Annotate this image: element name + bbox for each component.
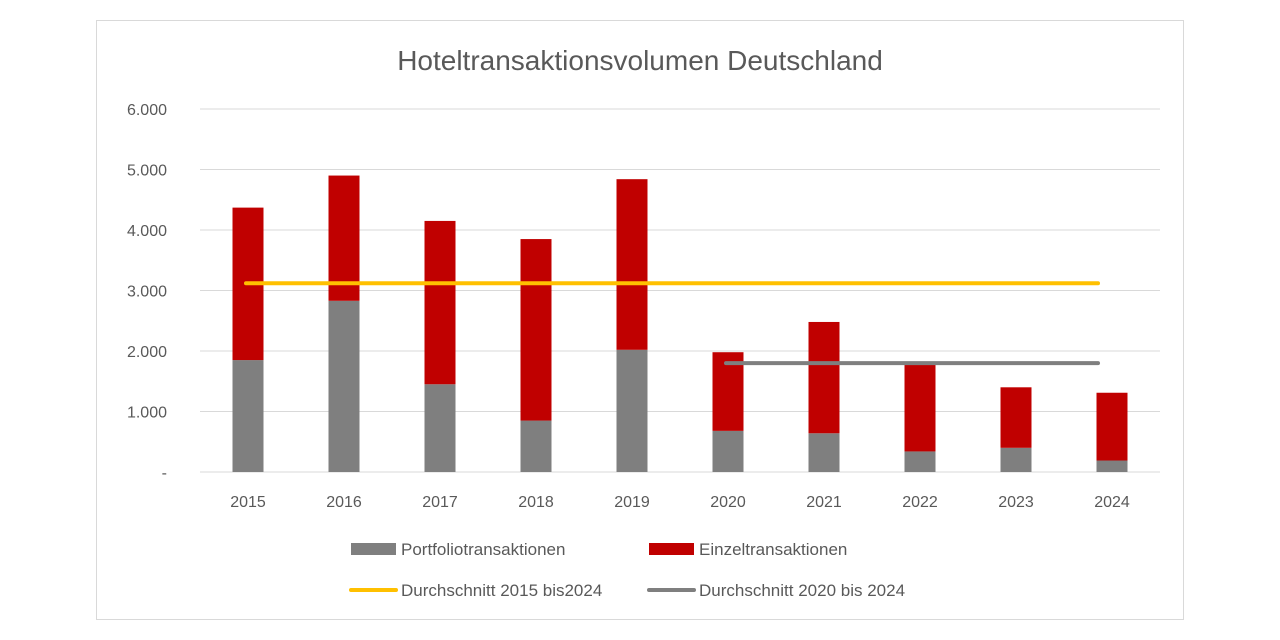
y-tick-label: - — [162, 465, 167, 482]
y-tick-label: 2.000 — [127, 344, 167, 361]
x-tick-label: 2022 — [902, 494, 938, 511]
bar-portfolio-2023 — [1000, 447, 1032, 472]
bar-einzel-2021 — [808, 321, 840, 434]
x-tick-label: 2024 — [1094, 494, 1130, 511]
bar-portfolio-2024 — [1096, 460, 1128, 472]
bar-einzel-2017 — [424, 220, 456, 385]
bar-portfolio-2021 — [808, 433, 840, 472]
x-tick-label: 2016 — [326, 494, 362, 511]
bar-einzel-2022 — [904, 363, 936, 452]
x-tick-label: 2019 — [614, 494, 650, 511]
x-axis-ticks: 2015 2016 2017 2018 2019 2020 2021 2022 2023 2024 — [230, 494, 1130, 511]
bar-portfolio-2020 — [712, 430, 744, 472]
y-tick-label: 1.000 — [127, 405, 167, 422]
legend: Portfoliotransaktionen Einzeltransaktione… — [349, 540, 905, 600]
bar-portfolio-2015 — [232, 360, 264, 472]
legend-label-portfolio: Portfoliotransaktionen — [401, 540, 565, 559]
chart-frame: Hoteltransaktionsvolumen Deutschland - 1.… — [96, 20, 1184, 620]
legend-label-avg-2020-2024: Durchschnitt 2020 bis 2024 — [699, 581, 905, 600]
bar-portfolio-2017 — [424, 384, 456, 472]
x-tick-label: 2017 — [422, 494, 458, 511]
bar-einzel-2020 — [712, 352, 744, 431]
x-tick-label: 2023 — [998, 494, 1034, 511]
x-tick-label: 2020 — [710, 494, 746, 511]
bar-portfolio-2022 — [904, 451, 936, 472]
legend-label-avg-2015-2024: Durchschnitt 2015 bis2024 — [401, 581, 602, 600]
reference-lines — [244, 281, 1100, 366]
bar-portfolio-2019 — [616, 349, 648, 472]
y-tick-label: 3.000 — [127, 284, 167, 301]
bar-einzel-2016 — [328, 175, 360, 301]
y-axis-ticks: - 1.000 2.000 3.000 4.000 5.000 6.000 — [127, 102, 167, 482]
y-tick-label: 6.000 — [127, 102, 167, 119]
bar-einzel-2024 — [1096, 392, 1128, 461]
chart-title: Hoteltransaktionsvolumen Deutschland — [397, 45, 883, 76]
y-tick-label: 4.000 — [127, 223, 167, 240]
bars — [232, 175, 1128, 472]
bar-einzel-2023 — [1000, 387, 1032, 448]
x-tick-label: 2018 — [518, 494, 554, 511]
bar-einzel-2018 — [520, 239, 552, 421]
x-tick-label: 2021 — [806, 494, 842, 511]
bar-einzel-2019 — [616, 179, 648, 350]
legend-swatch-einzel — [649, 543, 694, 555]
chart: Hoteltransaktionsvolumen Deutschland - 1.… — [127, 45, 1160, 600]
y-tick-label: 5.000 — [127, 163, 167, 180]
x-tick-label: 2015 — [230, 494, 266, 511]
legend-label-einzel: Einzeltransaktionen — [699, 540, 847, 559]
bar-portfolio-2018 — [520, 420, 552, 472]
gridlines — [200, 108, 1160, 473]
legend-swatch-portfolio — [351, 543, 396, 555]
bar-portfolio-2016 — [328, 300, 360, 472]
